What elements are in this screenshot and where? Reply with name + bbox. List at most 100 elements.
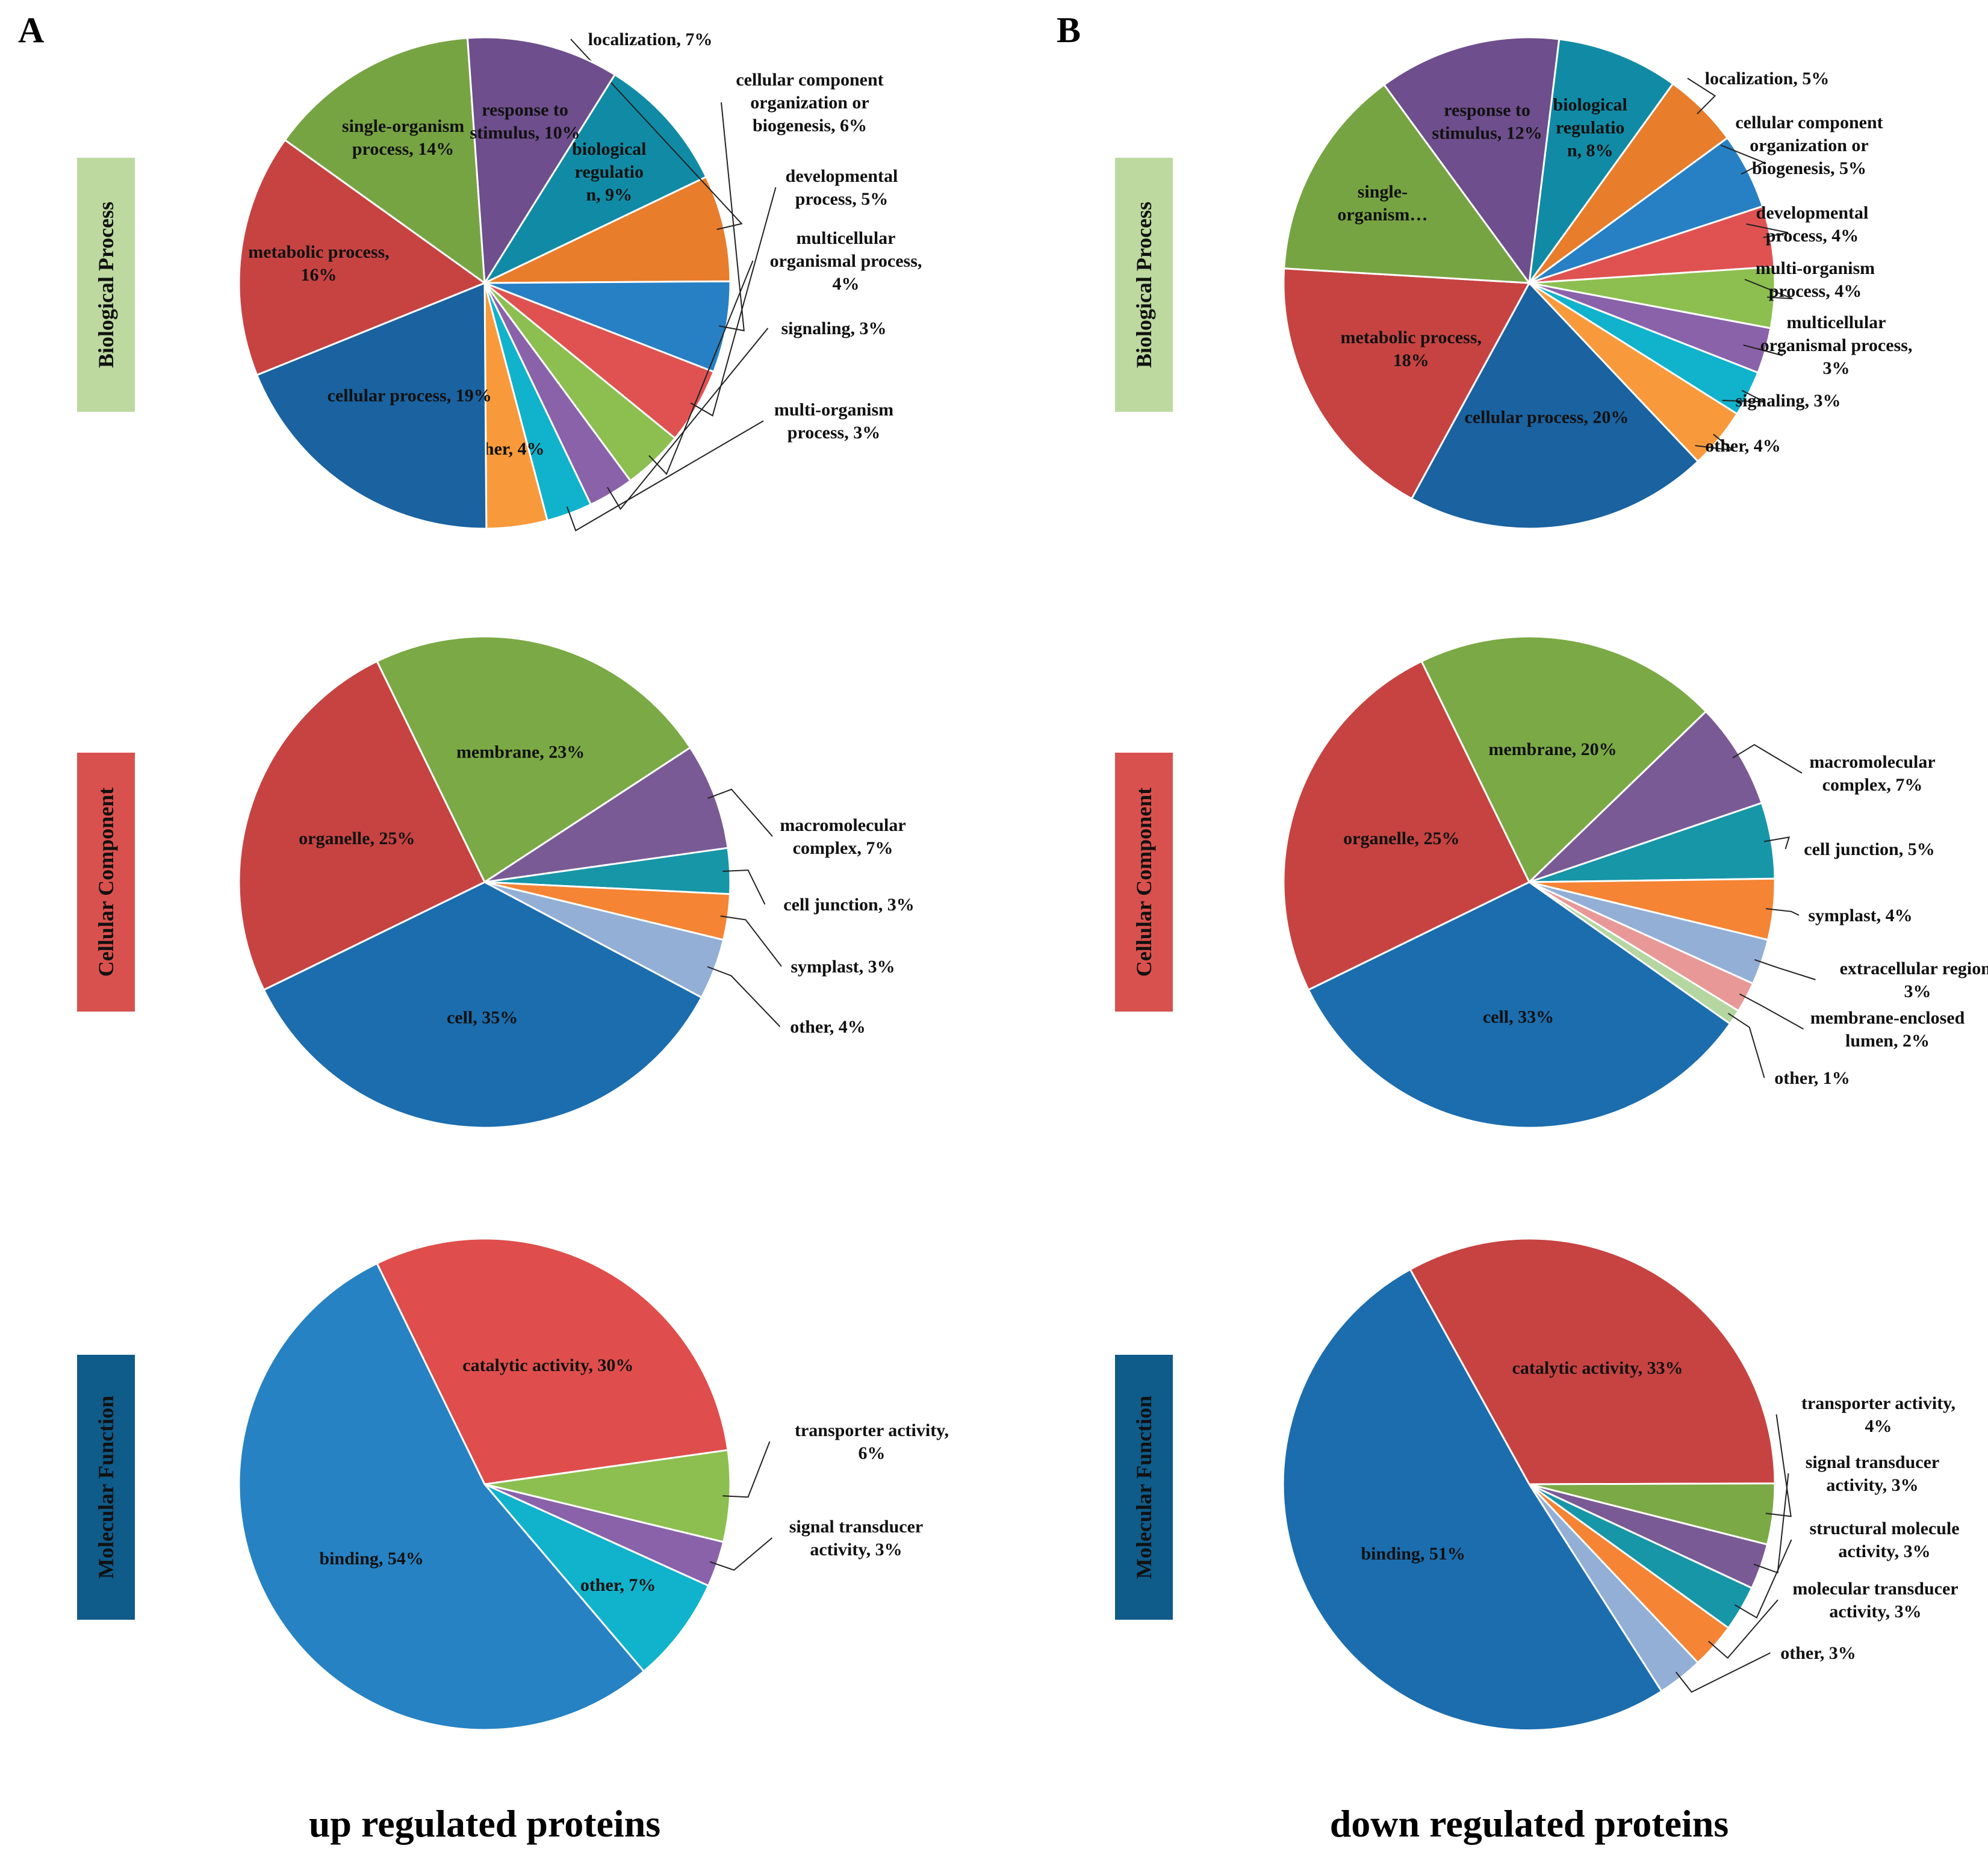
category-label-molecular-function: Molecular Function [1132, 1396, 1156, 1579]
leader-line-signal-transducer-activity-3 [1753, 1473, 1789, 1574]
slice-label-transporter-activity-6: transporter activity, 6% [795, 1420, 949, 1463]
slice-biological-regulation-9 [482, 73, 707, 285]
pie-b-cellular-component: membrane, 20% macromolecular complex, 7% ce… [1282, 635, 1988, 1129]
slice-label-molecular-transducer-activity-3: molecular transducer activity, 3% [1792, 1579, 1958, 1622]
category-label-molecular-function: Molecular Function [94, 1396, 118, 1579]
slice-label-multicellular-organismal-process-3: multicellular organismal process, 3% [1760, 313, 1913, 378]
slice-label-metabolic-process-18: metabolic process, 18% [1340, 328, 1481, 370]
leader-line-localization-5 [1687, 78, 1716, 114]
slice-label-biological-regulation-9: biological regulatio n, 9% [572, 139, 646, 205]
slice-label-response-to-stimulus-12: response to stimulus, 12% [1432, 101, 1542, 143]
slice-metabolic-process-16 [238, 138, 487, 376]
slice-label-localization-5: localization, 5% [1705, 69, 1830, 89]
slice-label-response-to-stimulus-10: response to stimulus, 10% [470, 100, 580, 143]
bottom-label-down: down regulated proteins [1330, 1802, 1729, 1845]
leader-line-transporter-activity-4 [1765, 1414, 1792, 1517]
slice-label-cellular-component-organization-or-biogenesis-6: cellular component organization or biogene… [736, 70, 883, 135]
category-label-biological-process: Biological Process [1132, 202, 1156, 368]
slice-label-cell-junction-3: cell junction, 3% [783, 895, 915, 915]
slice-single-organism [1283, 83, 1532, 284]
category-box-biological-process [1115, 158, 1173, 412]
slice-label-cell-33: cell, 33% [1483, 1007, 1554, 1027]
slice-label-developmental-process-4: developmental process, 4% [1756, 203, 1869, 246]
slice-biological-regulation-8 [1528, 38, 1674, 284]
pie-b-molecular-function: catalytic activity, 33% transporter activ… [1282, 1237, 1960, 1732]
slice-label-organelle-25: organelle, 25% [299, 829, 415, 848]
slice-catalytic-activity-33 [1409, 1237, 1776, 1485]
slice-label-symplast-4: symplast, 4% [1808, 906, 1912, 925]
leader-line-multicellular-organismal-process-4 [648, 260, 754, 476]
slice-label-other-3: other, 3% [1780, 1643, 1856, 1663]
slice-label-signal-transducer-activity-3: signal transducer activity, 3% [1806, 1452, 1940, 1495]
category-box-biological-process [77, 158, 135, 412]
leader-line-signaling-3 [606, 328, 769, 511]
leader-line-signal-transducer-activity-3 [709, 1537, 773, 1571]
slice-label-single-organism-process-14: single-organism process, 14% [342, 116, 464, 159]
slice-label-membrane-20: membrane, 20% [1488, 739, 1617, 759]
slice-label-organelle-25: organelle, 25% [1343, 829, 1459, 848]
slice-label-other-4: other, 4% [1705, 436, 1781, 456]
slice-label-multi-organism-process-4: multi-organism process, 4% [1756, 258, 1875, 301]
slice-cell-35 [262, 881, 703, 1129]
leader-line-transporter-activity-6 [722, 1441, 771, 1498]
pie-charts: biological regulatio n, 9% localization, 7%… [238, 30, 1988, 1732]
leader-line-other-4 [1695, 434, 1735, 452]
slice-label-single-organism: single-organism… [1337, 182, 1427, 225]
leader-line-developmental-process-4 [1746, 223, 1789, 238]
category-label-cellular-component: Cellular Component [94, 788, 118, 977]
leader-line-cell-junction-5 [1763, 836, 1791, 850]
slice-label-transporter-activity-4: transporter activity, 4% [1801, 1393, 1955, 1436]
leader-line-cell-junction-3 [722, 869, 766, 905]
slice-other-7 [483, 1483, 710, 1673]
leader-line-cellular-component-organization-or-biogenesis-5 [1720, 145, 1766, 175]
leader-line-multi-organism-process-4 [1744, 279, 1793, 299]
slice-label-multicellular-organismal-process-4: multicellular organismal process, 4% [770, 228, 922, 294]
leader-line-developmental-process-5 [690, 187, 777, 417]
slice-label-membrane-23: membrane, 23% [456, 742, 585, 762]
slice-metabolic-process-18 [1282, 267, 1531, 500]
leader-line-other-1 [1727, 1013, 1765, 1078]
slice-response-to-stimulus-10 [466, 36, 617, 286]
pie-a-cellular-component: membrane, 23% macromolecular complex, 7% ce… [238, 635, 915, 1129]
slice-membrane-20 [1420, 635, 1707, 884]
slice-label-binding-51: binding, 51% [1361, 1544, 1465, 1564]
slice-label-cell-35: cell, 35% [447, 1007, 518, 1027]
slice-single-organism-process-14 [284, 37, 486, 285]
leader-line-localization-7 [570, 39, 743, 230]
slice-label-signaling-3: signaling, 3% [781, 319, 886, 338]
pie-a-biological-process: biological regulatio n, 9% localization, 7%… [238, 30, 922, 532]
slice-organelle-25 [238, 660, 486, 991]
leader-line-symplast-3 [720, 915, 782, 967]
slice-label-symplast-3: symplast, 3% [791, 957, 895, 977]
slice-label-binding-54: binding, 54% [319, 1549, 423, 1569]
slice-label-developmental-process-5: developmental process, 5% [786, 166, 898, 209]
slice-cell-33 [1307, 881, 1732, 1129]
pie-b-biological-process: biological regulatio n, 8% localization, 5%… [1282, 36, 1913, 530]
slice-label-multi-organism-process-3: multi-organism process, 3% [774, 400, 893, 443]
slice-label-cellular-component-organization-or-biogenesis-5: cellular component organization or biogene… [1735, 113, 1883, 178]
leader-line-cellular-component-organization-or-biogenesis-6 [719, 102, 745, 332]
slice-catalytic-activity-30 [376, 1237, 729, 1485]
slice-label-signal-transducer-activity-3: signal transducer activity, 3% [789, 1517, 924, 1560]
category-label-biological-process: Biological Process [94, 202, 118, 368]
slice-label-biological-regulation-8: biological regulatio n, 8% [1553, 95, 1627, 161]
slice-label-structural-molecule-activity-3: structural molecule activity, 3% [1809, 1519, 1959, 1561]
slice-label-other-7: other, 7% [580, 1575, 656, 1595]
panel-letter-b: B [1057, 10, 1081, 50]
category-side-labels: Biological Process Biological Process Cell… [77, 158, 1173, 1620]
leader-line-extracellular-region-3 [1754, 959, 1816, 980]
slice-label-cellular-process-20: cellular process, 20% [1464, 408, 1629, 428]
slice-label-cell-junction-5: cell junction, 5% [1804, 839, 1935, 859]
slice-cellular-process-19 [255, 281, 488, 530]
slice-organelle-25 [1282, 660, 1531, 991]
slice-binding-54 [238, 1262, 645, 1731]
leader-line-macromolecular-complex-7 [707, 788, 773, 837]
bottom-label-up: up regulated proteins [309, 1802, 660, 1845]
slice-label-localization-7: localization, 7% [588, 30, 713, 49]
slice-label-catalytic-activity-30: catalytic activity, 30% [462, 1355, 633, 1375]
slice-label-catalytic-activity-33: catalytic activity, 33% [1512, 1358, 1683, 1378]
leader-line-multicellular-organismal-process-3 [1743, 344, 1783, 356]
leader-line-molecular-transducer-activity-3 [1708, 1599, 1778, 1659]
category-label-cellular-component: Cellular Component [1132, 788, 1156, 977]
